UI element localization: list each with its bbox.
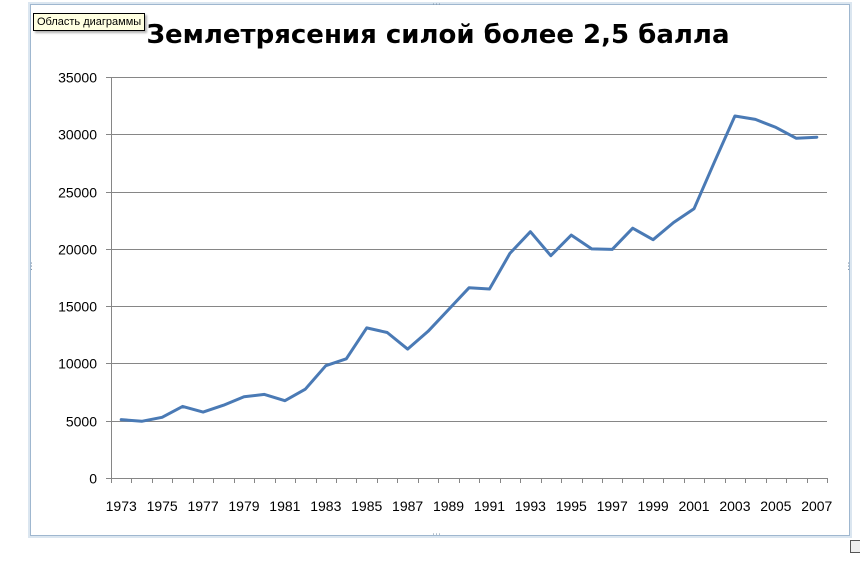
x-tick-label[interactable]: 1977 [187, 498, 218, 514]
data-point-1990[interactable] [467, 286, 471, 290]
x-tick-label[interactable]: 1991 [474, 498, 505, 514]
x-tick-label[interactable]: 1981 [269, 498, 300, 514]
data-point-2003[interactable] [733, 114, 737, 118]
chart-area-tooltip: Область диаграммы [33, 13, 146, 31]
y-tick-label[interactable]: 30000 [58, 127, 97, 143]
data-point-1984[interactable] [344, 357, 348, 361]
y-tick-label[interactable]: 35000 [58, 70, 97, 86]
resize-handle-left[interactable]: ⋮ [27, 261, 36, 271]
data-point-1996[interactable] [590, 247, 594, 251]
x-tick-label[interactable]: 1995 [556, 498, 587, 514]
x-tick-label[interactable]: 2003 [719, 498, 750, 514]
data-point-1975[interactable] [160, 415, 164, 419]
data-point-1999[interactable] [651, 238, 655, 242]
data-point-1976[interactable] [181, 404, 185, 408]
data-point-2007[interactable] [815, 135, 819, 139]
data-point-2002[interactable] [712, 160, 716, 164]
data-point-1991[interactable] [487, 287, 491, 291]
data-point-1989[interactable] [447, 308, 451, 312]
y-tick-label[interactable]: 0 [89, 471, 97, 487]
x-tick-label[interactable]: 2005 [760, 498, 791, 514]
data-point-2006[interactable] [794, 136, 798, 140]
x-tick-label[interactable]: 1987 [392, 498, 423, 514]
x-tick-label[interactable]: 1983 [310, 498, 341, 514]
data-point-1982[interactable] [303, 387, 307, 391]
data-point-1978[interactable] [222, 403, 226, 407]
x-tick-label[interactable]: 1975 [147, 498, 178, 514]
series-layer [119, 114, 819, 423]
resize-handle-top[interactable]: ⋯ [432, 0, 441, 9]
y-tick-label[interactable]: 20000 [58, 242, 97, 258]
data-point-1981[interactable] [283, 399, 287, 403]
data-point-1974[interactable] [140, 419, 144, 423]
series-line[interactable] [119, 114, 819, 423]
data-point-1987[interactable] [406, 347, 410, 351]
y-axis-tick-labels: 0 5000 10000 15000 20000 25000 30000 35000 [58, 70, 97, 487]
chart-area[interactable] [30, 4, 850, 536]
data-point-2000[interactable] [672, 221, 676, 225]
y-tick-label[interactable]: 5000 [66, 414, 97, 430]
data-point-1983[interactable] [324, 364, 328, 368]
data-point-1980[interactable] [262, 392, 266, 396]
data-point-1995[interactable] [569, 233, 573, 237]
chart-title[interactable]: Землетрясения силой более 2,5 балла [146, 20, 730, 50]
data-point-2001[interactable] [692, 207, 696, 211]
y-tick-label[interactable]: 25000 [58, 185, 97, 201]
x-tick-label[interactable]: 2007 [801, 498, 832, 514]
data-point-1988[interactable] [426, 329, 430, 333]
data-point-1986[interactable] [385, 330, 389, 334]
x-axis-tick-labels: 1973 1975 1977 1979 1981 1983 1985 1987 1989 1991… [106, 498, 833, 514]
data-point-1979[interactable] [242, 395, 246, 399]
x-tick-label[interactable]: 2001 [678, 498, 709, 514]
data-point-1992[interactable] [508, 251, 512, 255]
x-tick-label[interactable]: 1973 [106, 498, 137, 514]
x-tick-label[interactable]: 1997 [597, 498, 628, 514]
resize-handle-right[interactable]: ⋮ [844, 261, 853, 271]
y-tick-label[interactable]: 15000 [58, 299, 97, 315]
data-point-1994[interactable] [549, 254, 553, 258]
x-tick-label[interactable]: 1993 [515, 498, 546, 514]
data-point-1998[interactable] [631, 226, 635, 230]
y-tick-label[interactable]: 10000 [58, 356, 97, 372]
x-tick-label[interactable]: 1985 [351, 498, 382, 514]
data-point-1977[interactable] [201, 410, 205, 414]
data-point-1973[interactable] [119, 418, 123, 422]
data-point-1997[interactable] [610, 247, 614, 251]
x-tick-label[interactable]: 1989 [433, 498, 464, 514]
paste-options-icon[interactable] [850, 540, 860, 553]
data-point-2004[interactable] [753, 117, 757, 121]
data-point-2005[interactable] [774, 125, 778, 129]
x-tick-label[interactable]: 1999 [638, 498, 669, 514]
data-point-1993[interactable] [528, 230, 532, 234]
gridlines [106, 77, 828, 483]
data-point-1985[interactable] [365, 326, 369, 330]
x-tick-label[interactable]: 1979 [228, 498, 259, 514]
resize-handle-bottom[interactable]: ⋯ [432, 529, 441, 539]
